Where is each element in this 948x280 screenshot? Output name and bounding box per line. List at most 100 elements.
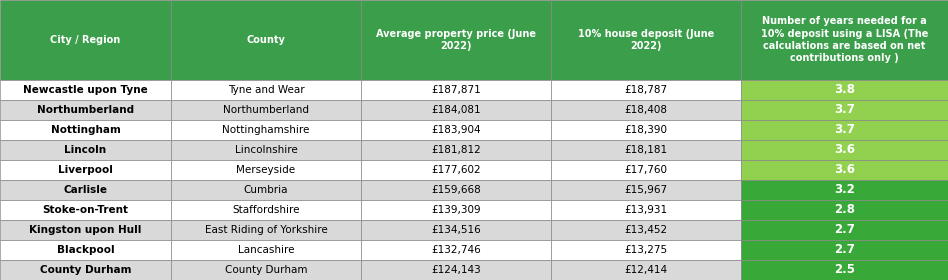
Text: £12,414: £12,414 (625, 265, 667, 275)
Text: Nottinghamshire: Nottinghamshire (223, 125, 310, 135)
Text: 2.7: 2.7 (834, 244, 855, 256)
Text: East Riding of Yorkshire: East Riding of Yorkshire (205, 225, 327, 235)
Bar (361, 140, 551, 160)
Bar (551, 240, 741, 260)
Bar (741, 120, 948, 140)
Text: £13,452: £13,452 (625, 225, 667, 235)
Text: Cumbria: Cumbria (244, 185, 288, 195)
Bar (171, 200, 361, 220)
Bar (551, 260, 741, 280)
Text: Nottingham: Nottingham (50, 125, 120, 135)
Bar (551, 100, 741, 120)
Text: £18,181: £18,181 (625, 145, 667, 155)
Text: £13,931: £13,931 (625, 205, 667, 215)
Bar (361, 240, 551, 260)
Text: 2.5: 2.5 (834, 263, 855, 276)
Text: £13,275: £13,275 (625, 245, 667, 255)
Bar (171, 160, 361, 180)
Bar (361, 220, 551, 240)
Text: 2.7: 2.7 (834, 223, 855, 236)
Bar (741, 100, 948, 120)
Text: £132,746: £132,746 (431, 245, 481, 255)
Bar (741, 240, 948, 260)
Text: 3.7: 3.7 (834, 123, 855, 136)
Bar (361, 80, 551, 100)
Bar (361, 120, 551, 140)
Text: Average property price (June
2022): Average property price (June 2022) (376, 29, 536, 51)
Bar (0, 260, 171, 280)
Text: 10% house deposit (June
2022): 10% house deposit (June 2022) (578, 29, 714, 51)
Text: £187,871: £187,871 (431, 85, 481, 95)
Bar (171, 100, 361, 120)
Text: £159,668: £159,668 (431, 185, 481, 195)
Text: Merseyside: Merseyside (236, 165, 296, 175)
Text: Lincolnshire: Lincolnshire (234, 145, 298, 155)
Text: Stoke-on-Trent: Stoke-on-Trent (43, 205, 129, 215)
Bar (171, 140, 361, 160)
Bar (171, 220, 361, 240)
Bar (361, 180, 551, 200)
Text: £15,967: £15,967 (625, 185, 667, 195)
Bar (551, 160, 741, 180)
Bar (741, 160, 948, 180)
Text: Staffordshire: Staffordshire (232, 205, 300, 215)
Bar (0, 0, 171, 80)
Text: £18,390: £18,390 (625, 125, 667, 135)
Bar (0, 240, 171, 260)
Text: City / Region: City / Region (50, 35, 120, 45)
Text: £134,516: £134,516 (431, 225, 481, 235)
Text: £124,143: £124,143 (431, 265, 481, 275)
Text: Carlisle: Carlisle (64, 185, 107, 195)
Bar (171, 240, 361, 260)
Text: Northumberland: Northumberland (223, 105, 309, 115)
Text: 3.2: 3.2 (834, 183, 855, 196)
Bar (171, 180, 361, 200)
Bar (0, 220, 171, 240)
Text: 3.6: 3.6 (834, 164, 855, 176)
Bar (171, 0, 361, 80)
Bar (551, 120, 741, 140)
Bar (551, 180, 741, 200)
Text: 2.8: 2.8 (834, 204, 855, 216)
Bar (0, 100, 171, 120)
Bar (361, 0, 551, 80)
Text: £177,602: £177,602 (431, 165, 481, 175)
Text: County Durham: County Durham (225, 265, 307, 275)
Bar (0, 120, 171, 140)
Text: Lancashire: Lancashire (238, 245, 294, 255)
Bar (741, 260, 948, 280)
Bar (171, 120, 361, 140)
Bar (741, 0, 948, 80)
Text: County: County (246, 35, 285, 45)
Bar (741, 200, 948, 220)
Bar (551, 80, 741, 100)
Text: Kingston upon Hull: Kingston upon Hull (29, 225, 141, 235)
Bar (0, 180, 171, 200)
Text: £139,309: £139,309 (431, 205, 481, 215)
Bar (741, 140, 948, 160)
Text: Tyne and Wear: Tyne and Wear (228, 85, 304, 95)
Bar (361, 160, 551, 180)
Text: Liverpool: Liverpool (58, 165, 113, 175)
Text: Northumberland: Northumberland (37, 105, 134, 115)
Bar (741, 180, 948, 200)
Text: 3.8: 3.8 (834, 83, 855, 96)
Text: £18,408: £18,408 (625, 105, 667, 115)
Bar (551, 140, 741, 160)
Bar (551, 200, 741, 220)
Text: 3.7: 3.7 (834, 103, 855, 116)
Text: County Durham: County Durham (40, 265, 131, 275)
Bar (361, 100, 551, 120)
Bar (361, 200, 551, 220)
Text: £18,787: £18,787 (625, 85, 667, 95)
Text: Blackpool: Blackpool (57, 245, 115, 255)
Text: £184,081: £184,081 (431, 105, 481, 115)
Text: 3.6: 3.6 (834, 143, 855, 156)
Bar (361, 260, 551, 280)
Bar (0, 80, 171, 100)
Text: £183,904: £183,904 (431, 125, 481, 135)
Bar (171, 80, 361, 100)
Bar (741, 80, 948, 100)
Text: £181,812: £181,812 (431, 145, 481, 155)
Text: £17,760: £17,760 (625, 165, 667, 175)
